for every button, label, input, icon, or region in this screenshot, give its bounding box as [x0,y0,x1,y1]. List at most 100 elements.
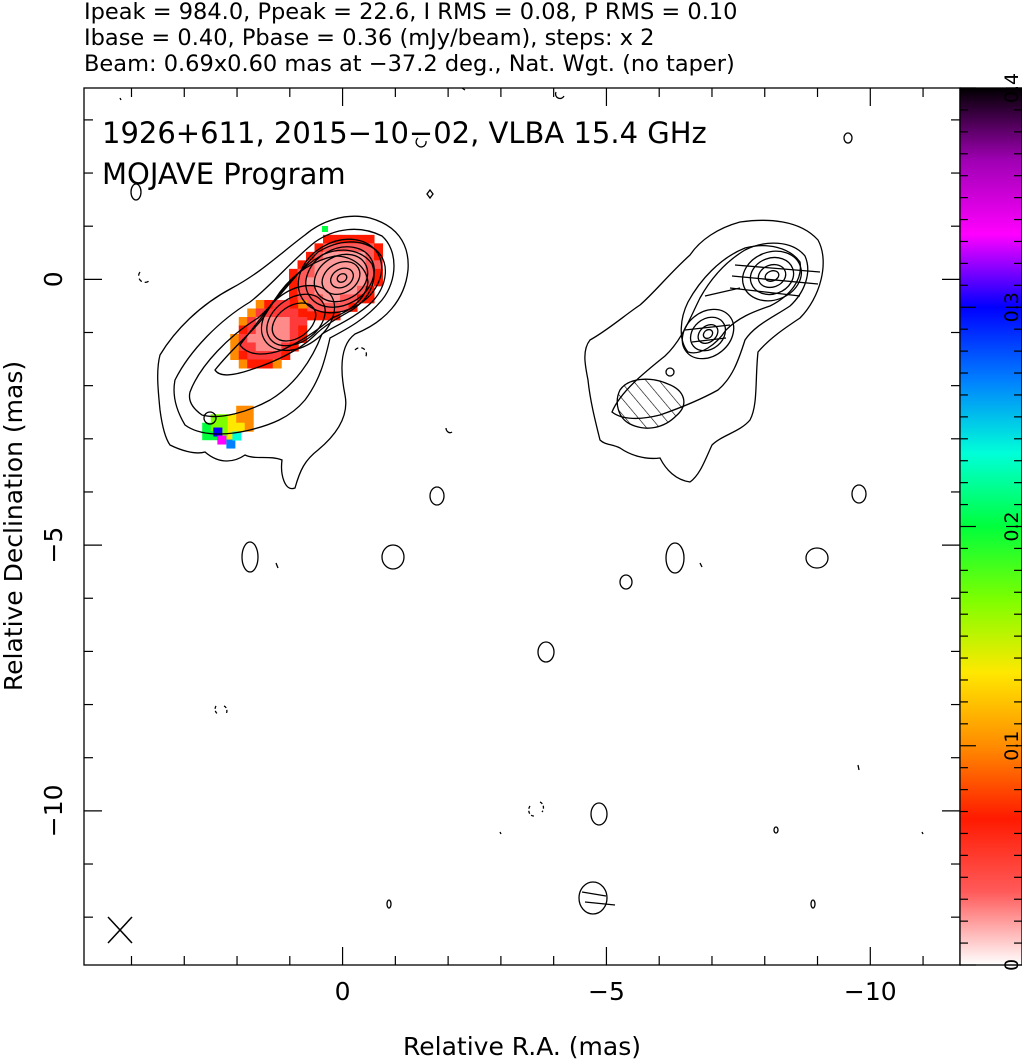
x-axis-label: Relative R.A. (mas) [403,1032,641,1061]
colorbar-tick-label: 0.4 [1001,73,1022,103]
polarization-pixel [238,350,248,360]
polarization-pixel [255,308,265,318]
polarization-pixel [272,342,282,352]
header-base-line: Ibase = 0.40, Pbase = 0.36 (mJy/beam), s… [84,25,655,51]
polarization-pixel [314,311,324,321]
polarization-pixel [331,260,341,270]
polarization-pixel [306,277,316,287]
polarization-pixel [289,342,299,352]
polarization-pixel [365,243,375,253]
polarization-pixel [323,268,333,278]
polarization-pixel [314,260,324,270]
polarization-pixel [230,350,240,360]
polarization-pixel [247,333,257,343]
polarization-pixel [255,325,265,335]
polarization-pixel [331,268,341,278]
chart-subtitle: MOJAVE Program [102,157,346,191]
polarization-pixel [219,422,229,432]
polarization-pixel [238,316,248,326]
polarization-pixel [314,277,324,287]
polarization-pixel [244,405,254,415]
polarization-pixel [340,285,350,295]
polarization-pixel [348,285,358,295]
polarization-pixel [210,414,220,424]
colorbar-tick-label: 0 [1001,959,1022,971]
polarization-pixel [232,431,242,441]
header-peak-line: Ipeak = 984.0, Ppeak = 22.6, I RMS = 0.0… [84,0,738,25]
polarization-pixel [348,260,358,270]
polarization-pixel [247,308,257,318]
polarization-pixel [331,285,341,295]
polarization-pixel [357,243,367,253]
polarization-pixel [247,350,257,360]
axes [84,88,960,965]
polarization-pixel [202,431,212,441]
polarization-pixel [238,359,248,369]
polarization-pixel [314,285,324,295]
polarization-pixel [236,414,246,424]
polarization-pixel [255,333,265,343]
polarization-pixel [255,342,265,352]
polarization-pixel [365,234,375,244]
polarization-pixel [323,277,333,287]
polarization-pixel [289,325,299,335]
polarization-pixel [227,414,237,424]
polarization-pixel [322,226,328,232]
polarization-pixel [306,294,316,304]
polarization-pixel [281,299,291,309]
polarization-pixel [340,243,350,253]
polarization-pixel [264,342,274,352]
polarization-pixel [298,316,308,326]
polarization-pixel [230,333,240,343]
polarization-pixel [298,325,308,335]
noise-contours [119,88,924,915]
polarization-pixel [217,435,227,445]
polarization-pixel [348,294,358,304]
polarization-pixel [340,251,350,261]
polarization-pixel [227,422,237,432]
polarization-pixel [357,251,367,261]
polarization-pixel [314,268,324,278]
polarization-pixel [323,285,333,295]
polarization-pixel [357,294,367,304]
polarization-pixel [272,316,282,326]
polarization-pixel [306,285,316,295]
polarization-pixel [247,342,257,352]
polarization-pixel [244,414,254,424]
polarization-pixel [255,350,265,360]
y-tick-label: −5 [39,527,68,564]
polarization-pixel [264,350,274,360]
polarization-pixel [281,308,291,318]
polarization-pixel [264,308,274,318]
polarization-pixel [348,251,358,261]
polarized-intensity-map [584,219,824,483]
polarization-pixel [323,251,333,261]
colorbar-tick-label: 0.1 [1001,731,1022,761]
polarization-pixel [365,268,375,278]
header-beam-line: Beam: 0.69x0.60 mas at −37.2 deg., Nat. … [84,51,735,77]
polarization-pixel [289,277,299,287]
stokes-i-contours [157,215,409,490]
polarization-pixel [247,359,257,369]
polarization-pixel [289,285,299,295]
polarization-pixel [323,234,333,244]
polarization-pixel [238,342,248,352]
polarization-pixel [297,277,307,287]
polarization-pixel [323,294,333,304]
polarization-pixel [227,431,237,441]
polarization-pixel [213,427,223,437]
polarization-pixel [340,260,350,270]
polarization-pixel [272,359,282,369]
beam-marker [107,916,133,944]
polarization-pixel [272,308,282,318]
colorbar-tick-label: 0.2 [1001,511,1022,541]
polarization-pixel [289,308,299,318]
polarization-pixel [236,405,246,415]
polarization-pixel [331,277,341,287]
polarization-pixel [297,260,307,270]
colorbar-tick-label: 0.3 [1001,292,1022,322]
polarization-pixel [289,294,299,304]
polarization-pixel [357,268,367,278]
polarization-pixel [289,333,299,343]
colorbar [959,87,1022,966]
